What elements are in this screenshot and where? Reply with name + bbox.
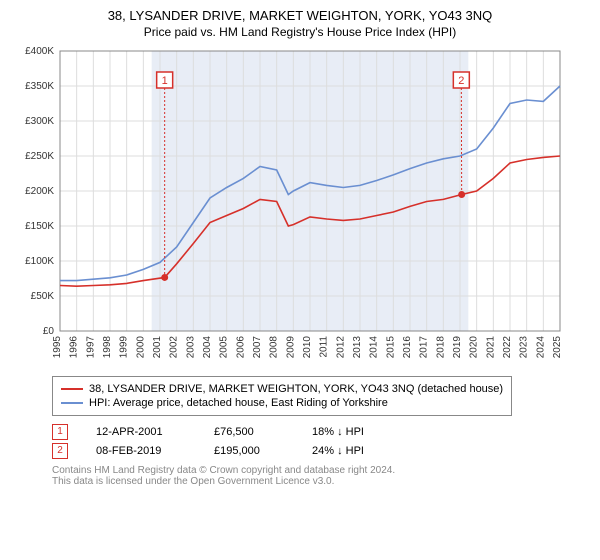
attribution: Contains HM Land Registry data © Crown c…	[52, 465, 588, 487]
y-tick-label: £400K	[25, 46, 54, 57]
x-tick-label: 2005	[219, 336, 230, 359]
y-tick-label: £350K	[25, 81, 54, 92]
x-tick-label: 2001	[152, 336, 163, 359]
x-tick-label: 2000	[135, 336, 146, 359]
legend-label: HPI: Average price, detached house, East…	[89, 397, 388, 409]
legend: 38, LYSANDER DRIVE, MARKET WEIGHTON, YOR…	[52, 376, 512, 416]
x-tick-label: 1996	[69, 336, 80, 359]
x-tick-label: 2015	[385, 336, 396, 359]
x-tick-label: 2020	[469, 336, 480, 359]
y-tick-label: £50K	[31, 291, 55, 302]
line-chart: £0 £50K £100K £150K £200K £250K £300K £350K £400…	[12, 45, 572, 365]
sale-point	[161, 274, 168, 281]
sale-row: 2 08-FEB-2019 £195,000 24% ↓ HPI	[52, 443, 588, 459]
attribution-line: This data is licensed under the Open Gov…	[52, 476, 588, 487]
x-tick-label: 2004	[202, 336, 213, 359]
x-tick-label: 2017	[419, 336, 430, 359]
x-tick-label: 1997	[85, 336, 96, 359]
x-tick-label: 1995	[52, 336, 63, 359]
sale-marker: 1	[52, 424, 68, 440]
x-tick-label: 2019	[452, 336, 463, 359]
chart-container: 38, LYSANDER DRIVE, MARKET WEIGHTON, YOR…	[0, 0, 600, 493]
legend-label: 38, LYSANDER DRIVE, MARKET WEIGHTON, YOR…	[89, 383, 503, 395]
y-tick-label: £250K	[25, 151, 54, 162]
x-tick-label: 2023	[519, 336, 530, 359]
attribution-line: Contains HM Land Registry data © Crown c…	[52, 465, 588, 476]
x-tick-label: 2021	[485, 336, 496, 359]
marker-flag-number: 2	[458, 75, 464, 87]
legend-item: HPI: Average price, detached house, East…	[61, 397, 503, 409]
y-tick-label: £100K	[25, 256, 54, 267]
x-tick-label: 2012	[335, 336, 346, 359]
x-tick-label: 2002	[169, 336, 180, 359]
sale-marker: 2	[52, 443, 68, 459]
x-tick-label: 2010	[302, 336, 313, 359]
sales-table: 1 12-APR-2001 £76,500 18% ↓ HPI 2 08-FEB-2019…	[52, 424, 588, 459]
chart-title: 38, LYSANDER DRIVE, MARKET WEIGHTON, YOR…	[12, 8, 588, 23]
sale-row: 1 12-APR-2001 £76,500 18% ↓ HPI	[52, 424, 588, 440]
sale-delta: 18% ↓ HPI	[312, 426, 364, 438]
sale-price: £195,000	[214, 445, 284, 457]
x-tick-label: 2007	[252, 336, 263, 359]
y-tick-label: £300K	[25, 116, 54, 127]
x-tick-label: 1998	[102, 336, 113, 359]
chart-area: £0 £50K £100K £150K £200K £250K £300K £350K £400…	[12, 45, 588, 370]
chart-subtitle: Price paid vs. HM Land Registry's House …	[12, 25, 588, 39]
x-tick-label: 2008	[269, 336, 280, 359]
x-tick-label: 2006	[235, 336, 246, 359]
x-tick-label: 2013	[352, 336, 363, 359]
legend-swatch	[61, 402, 83, 404]
sale-delta: 24% ↓ HPI	[312, 445, 364, 457]
y-tick-label: £150K	[25, 221, 54, 232]
x-tick-label: 2009	[285, 336, 296, 359]
sale-price: £76,500	[214, 426, 284, 438]
legend-item: 38, LYSANDER DRIVE, MARKET WEIGHTON, YOR…	[61, 383, 503, 395]
x-tick-label: 2014	[369, 336, 380, 359]
y-tick-label: £0	[43, 326, 55, 337]
x-tick-label: 2011	[319, 336, 330, 358]
x-tick-label: 2025	[552, 336, 563, 359]
y-tick-label: £200K	[25, 186, 54, 197]
x-tick-label: 2003	[185, 336, 196, 359]
x-tick-label: 2016	[402, 336, 413, 359]
legend-swatch	[61, 388, 83, 390]
x-tick-label: 2022	[502, 336, 513, 359]
x-tick-label: 2024	[535, 336, 546, 359]
marker-flag-number: 1	[162, 75, 168, 87]
x-tick-label: 2018	[435, 336, 446, 359]
sale-date: 12-APR-2001	[96, 426, 186, 438]
sale-date: 08-FEB-2019	[96, 445, 186, 457]
x-tick-label: 1999	[119, 336, 130, 359]
